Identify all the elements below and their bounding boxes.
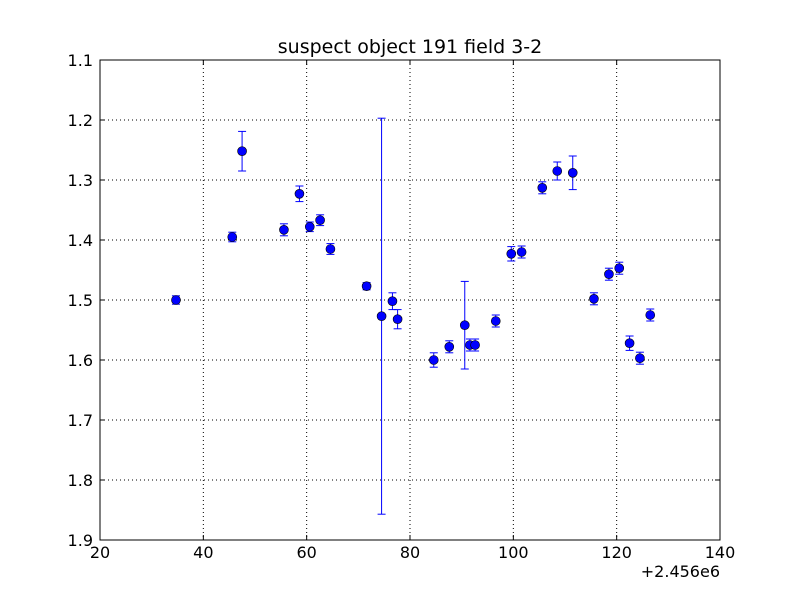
point-marker <box>604 269 614 280</box>
point-marker <box>294 189 305 199</box>
data-point <box>376 117 387 515</box>
point-marker <box>459 320 470 331</box>
y-tick-label: 1.3 <box>68 171 93 190</box>
point-marker <box>645 310 656 320</box>
x-tick-label: 20 <box>90 543 110 562</box>
point-marker <box>589 293 599 304</box>
point-marker <box>387 296 398 307</box>
point-marker <box>444 341 455 352</box>
data-point <box>361 281 372 292</box>
y-tick-label: 1.1 <box>68 51 93 70</box>
y-tick-label: 1.8 <box>68 471 93 490</box>
data-series <box>171 117 656 515</box>
point-marker <box>315 215 325 225</box>
point-marker <box>392 314 403 325</box>
data-point <box>315 214 325 227</box>
point-marker <box>490 316 501 326</box>
data-point <box>227 231 238 243</box>
point-marker <box>171 295 181 305</box>
data-point <box>459 280 470 370</box>
data-point <box>552 161 563 181</box>
y-tick-label: 1.2 <box>68 111 93 130</box>
data-point <box>387 292 398 311</box>
point-marker <box>506 249 517 259</box>
point-marker <box>227 232 238 242</box>
point-marker <box>624 338 635 349</box>
data-point <box>516 245 527 259</box>
data-point <box>294 185 305 203</box>
x-tick-label: 120 <box>601 543 632 562</box>
point-marker <box>376 311 387 322</box>
point-marker <box>237 146 247 156</box>
y-tick-label: 1.7 <box>68 411 93 430</box>
x-axis-offset-label: +2.456e6 <box>641 562 720 581</box>
point-marker <box>279 225 289 235</box>
data-point <box>506 246 517 262</box>
y-tick-label: 1.6 <box>68 351 93 370</box>
x-tick-label: 100 <box>498 543 529 562</box>
data-point <box>304 221 315 233</box>
data-point <box>604 267 614 281</box>
x-tick-labels: 20 40 60 80 100 120 140 <box>90 543 735 562</box>
data-point <box>392 309 403 330</box>
point-marker <box>361 281 372 292</box>
data-point <box>325 243 336 255</box>
data-point <box>624 335 635 351</box>
point-marker <box>325 244 336 254</box>
axis-ticks <box>99 59 721 541</box>
data-point <box>589 292 599 306</box>
y-tick-label: 1.9 <box>68 531 93 550</box>
point-marker <box>304 222 315 232</box>
point-marker <box>428 355 439 365</box>
x-tick-label: 140 <box>705 543 736 562</box>
y-tick-label: 1.4 <box>68 231 93 250</box>
data-point <box>614 261 625 275</box>
point-marker <box>552 166 563 176</box>
data-point <box>171 295 181 305</box>
data-point <box>537 181 548 195</box>
point-marker <box>516 247 527 257</box>
y-tick-labels: 1.1 1.2 1.3 1.4 1.5 1.6 1.7 1.8 1.9 <box>68 51 93 550</box>
data-point <box>645 308 656 322</box>
data-point <box>237 130 247 172</box>
data-point <box>490 314 501 328</box>
x-tick-label: 80 <box>400 543 420 562</box>
point-marker <box>567 168 578 178</box>
data-point <box>635 351 645 365</box>
point-marker <box>470 340 480 350</box>
grid-lines <box>100 60 720 540</box>
x-tick-label: 60 <box>296 543 316 562</box>
point-marker <box>635 353 645 364</box>
point-marker <box>614 263 625 274</box>
y-tick-label: 1.5 <box>68 291 93 310</box>
data-point <box>470 338 480 352</box>
chart-title: suspect object 191 field 3-2 <box>278 36 543 58</box>
data-point <box>279 223 289 237</box>
x-tick-label: 40 <box>193 543 213 562</box>
point-marker <box>537 183 548 193</box>
data-point <box>428 352 439 368</box>
data-point <box>444 340 455 354</box>
data-point <box>567 155 578 191</box>
